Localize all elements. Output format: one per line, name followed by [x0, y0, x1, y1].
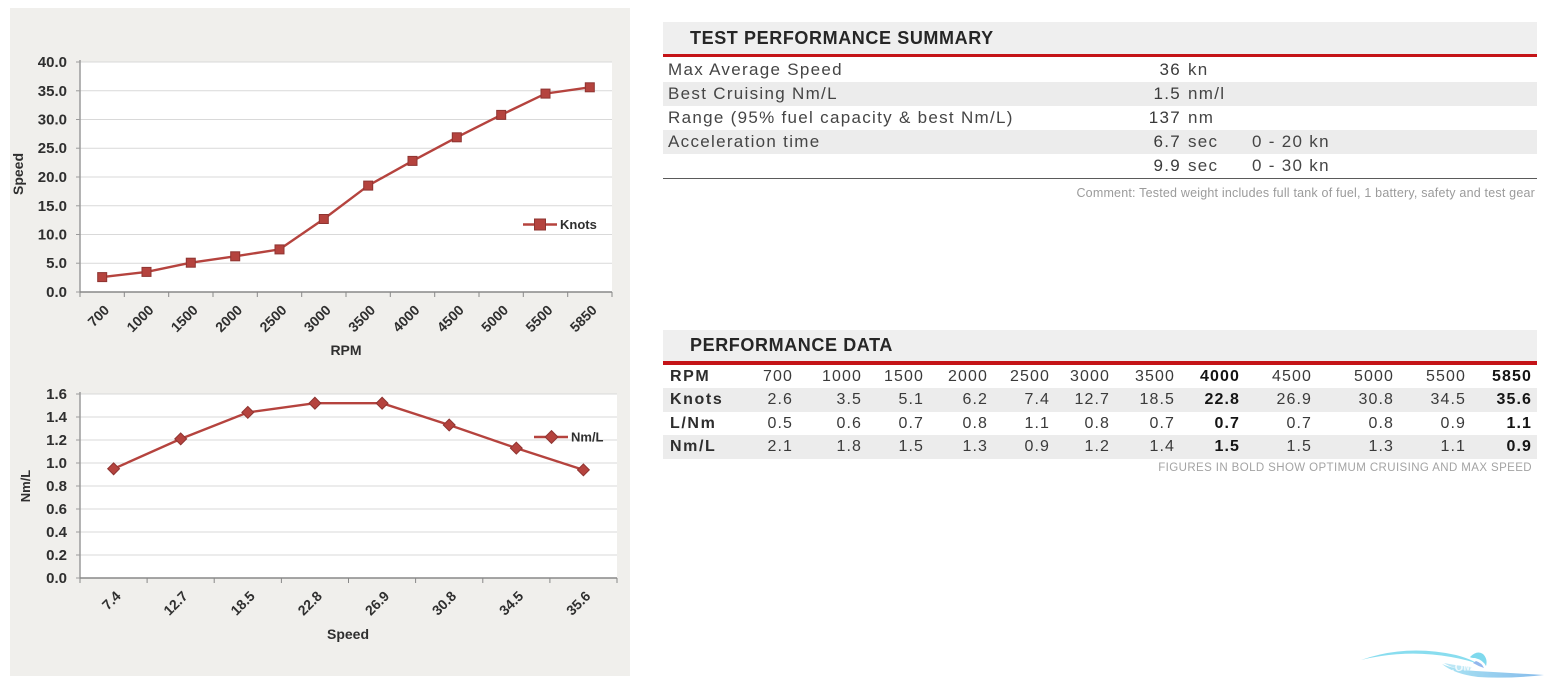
svg-text:22.8: 22.8: [294, 588, 325, 619]
svg-text:1.6: 1.6: [46, 386, 67, 403]
svg-text:2000: 2000: [212, 302, 245, 335]
svg-text:3500: 3500: [345, 302, 378, 335]
svg-text:35.0: 35.0: [38, 83, 67, 100]
svg-text:3000: 3000: [301, 302, 334, 335]
svg-text:4000: 4000: [389, 302, 422, 335]
svg-text:0.4: 0.4: [46, 524, 68, 541]
svg-text:1.0: 1.0: [46, 455, 67, 472]
svg-text:5500: 5500: [522, 302, 555, 335]
svg-text:1.4: 1.4: [46, 409, 68, 426]
svg-text:34.5: 34.5: [496, 588, 527, 619]
svg-text:Nm/L: Nm/L: [571, 430, 604, 445]
svg-text:2500: 2500: [256, 302, 289, 335]
svg-text:1.2: 1.2: [46, 432, 67, 449]
svg-text:0.0: 0.0: [46, 570, 67, 587]
svg-text:5.0: 5.0: [46, 255, 67, 272]
svg-text:7.4: 7.4: [99, 588, 124, 613]
svg-text:1000: 1000: [123, 302, 156, 335]
svg-text:Knots: Knots: [560, 217, 597, 232]
svg-text:RPM: RPM: [330, 342, 361, 358]
svg-text:12.7: 12.7: [160, 588, 191, 619]
svg-text:…OM: …OM: [1443, 661, 1473, 675]
svg-text:Speed: Speed: [10, 153, 26, 195]
svg-text:0.8: 0.8: [46, 478, 67, 495]
svg-text:10.0: 10.0: [38, 227, 67, 244]
svg-text:15.0: 15.0: [38, 198, 67, 215]
svg-text:35.6: 35.6: [563, 588, 594, 619]
svg-text:1500: 1500: [168, 302, 201, 335]
svg-text:30.0: 30.0: [38, 112, 67, 129]
svg-text:0.6: 0.6: [46, 501, 67, 518]
svg-text:0.2: 0.2: [46, 547, 67, 564]
svg-text:Nm/L: Nm/L: [18, 470, 33, 503]
svg-text:18.5: 18.5: [227, 588, 258, 619]
svg-text:5000: 5000: [478, 302, 511, 335]
svg-text:40.0: 40.0: [38, 54, 67, 71]
svg-text:700: 700: [84, 302, 112, 330]
svg-text:30.8: 30.8: [429, 588, 460, 619]
svg-text:4500: 4500: [434, 302, 467, 335]
svg-text:0.0: 0.0: [46, 284, 67, 301]
svg-text:25.0: 25.0: [38, 140, 67, 157]
svg-text:5850: 5850: [567, 302, 600, 335]
svg-text:20.0: 20.0: [38, 169, 67, 186]
svg-text:26.9: 26.9: [362, 588, 393, 619]
svg-text:Speed: Speed: [327, 626, 369, 642]
